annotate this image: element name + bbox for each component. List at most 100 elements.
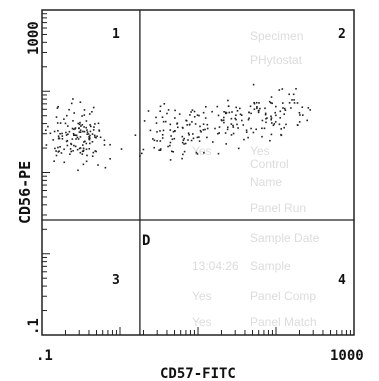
event-dot [74, 127, 77, 129]
event-dot [89, 130, 92, 133]
event-dot [80, 125, 82, 127]
event-dot [302, 114, 304, 116]
event-dot [91, 133, 94, 135]
event-dot [63, 118, 65, 120]
event-dot [85, 126, 87, 129]
event-dot [149, 129, 152, 132]
event-dot [74, 128, 76, 130]
event-dot [204, 128, 206, 131]
event-dot [65, 131, 67, 134]
event-dot [248, 111, 250, 114]
event-dot [230, 123, 233, 125]
event-dot [192, 137, 195, 140]
event-dot [212, 141, 214, 143]
event-dot [264, 107, 266, 110]
event-dot [87, 133, 90, 135]
event-dot [279, 110, 282, 113]
event-dot [83, 126, 85, 128]
event-dot [79, 121, 81, 124]
event-dot [69, 153, 71, 155]
event-dot [76, 148, 79, 151]
event-dot [193, 116, 196, 118]
event-dot [261, 135, 263, 138]
event-dot [58, 137, 61, 140]
event-dot [86, 154, 88, 157]
event-dot [258, 102, 260, 104]
event-dot [239, 107, 241, 110]
event-dot [88, 138, 90, 140]
event-dot [64, 122, 67, 125]
background-text-right: Sample [250, 259, 291, 273]
event-dot [189, 114, 191, 116]
event-dot [245, 131, 248, 133]
event-dot [257, 109, 260, 112]
event-dot [88, 137, 91, 139]
event-dot [184, 142, 187, 145]
event-dot [52, 139, 54, 141]
x-tick-label-min: .1 [36, 348, 53, 364]
event-dot [73, 144, 75, 147]
event-dot [181, 157, 183, 160]
event-dot [83, 141, 85, 143]
event-dot [193, 110, 196, 113]
event-dot [161, 134, 164, 136]
event-dot [74, 145, 77, 148]
event-dot [225, 143, 227, 145]
event-dot [85, 142, 88, 145]
event-dot [70, 143, 73, 146]
event-dot [75, 134, 78, 137]
event-dot [226, 128, 229, 131]
y-axis-label: CD56-PE [16, 161, 34, 224]
event-dot [281, 88, 284, 90]
event-dot [159, 149, 162, 151]
event-dot [194, 123, 197, 125]
background-text-right: Control [250, 157, 289, 171]
background-text-right: Sample Date [250, 231, 320, 245]
event-dot [275, 114, 277, 117]
event-dot [76, 136, 79, 139]
event-dot [163, 103, 166, 105]
event-dot [177, 126, 179, 129]
event-dot [81, 115, 83, 117]
event-dot [288, 102, 291, 104]
event-dot [93, 134, 96, 137]
event-dot [73, 134, 75, 136]
event-dot [223, 111, 225, 113]
event-dot [187, 132, 190, 134]
event-dot [269, 139, 271, 142]
event-dot [199, 125, 201, 128]
event-dot [214, 127, 216, 130]
event-dot [82, 130, 84, 133]
x-tick-label-max: 1000 [330, 348, 364, 364]
event-dot [96, 135, 98, 138]
event-dot [159, 110, 161, 112]
event-dot [68, 108, 70, 111]
event-dot [245, 129, 248, 132]
event-dot [282, 102, 284, 104]
event-dot [264, 113, 267, 116]
event-dot [227, 105, 230, 107]
event-dot [188, 134, 190, 136]
event-dot [57, 130, 59, 132]
event-dot [70, 150, 72, 153]
event-dot [89, 134, 91, 137]
event-dot [178, 113, 181, 115]
event-dot [65, 134, 68, 136]
event-dot [206, 127, 209, 130]
event-dot [56, 122, 59, 124]
event-dot [72, 132, 75, 135]
event-dot [292, 93, 295, 96]
quadrant-label-4: 4 [338, 273, 346, 288]
event-dot [60, 152, 63, 154]
quadrant-label-3: 3 [112, 273, 120, 288]
event-dot [230, 134, 233, 136]
event-dot [231, 111, 233, 113]
event-dot [152, 138, 154, 140]
event-dot [94, 123, 96, 125]
event-dot [205, 106, 207, 108]
quadrant-label-1: 1 [112, 27, 120, 42]
event-dot [202, 123, 205, 125]
event-dot [265, 121, 267, 124]
event-dot [103, 139, 106, 142]
event-dot [176, 123, 178, 125]
